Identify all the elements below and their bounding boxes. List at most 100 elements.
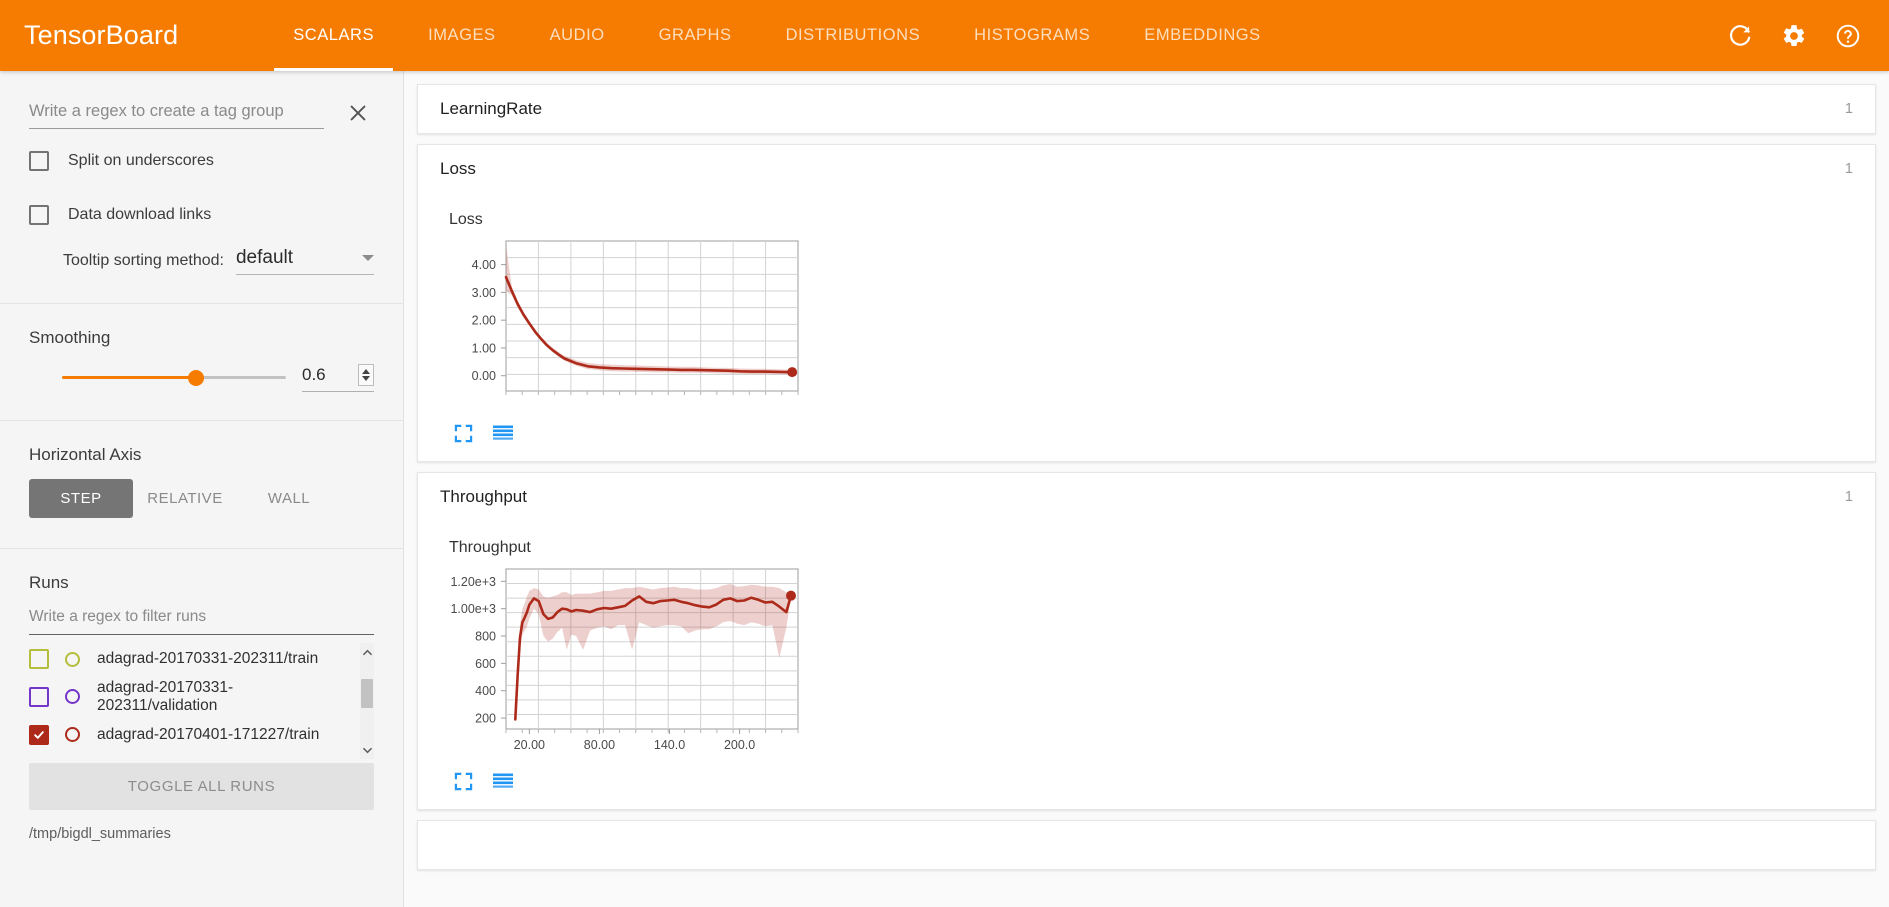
next-tag-group-card-partial (417, 820, 1876, 870)
run-checkbox[interactable] (29, 686, 49, 707)
run-checkbox[interactable] (29, 724, 49, 745)
top-bar-icons (1725, 21, 1889, 51)
horizontal-axis-title: Horizontal Axis (29, 445, 142, 464)
divider (0, 548, 403, 549)
tab-images[interactable]: IMAGES (428, 26, 496, 44)
horizontal-axis-options: STEP RELATIVE WALL (0, 465, 403, 518)
svg-text:1.20e+3: 1.20e+3 (450, 575, 496, 589)
runs-filter-input[interactable] (29, 601, 374, 635)
tooltip-sorting-label: Tooltip sorting method: (63, 252, 224, 269)
line-chart-throughput[interactable]: 1.20e+3 1.00e+3 800 600 400 200 20.00 80.00 140.… (418, 561, 838, 761)
smoothing-value: 0.6 (302, 365, 326, 384)
runs-list-wrap: adagrad-20170331-202311/train adagrad-201… (29, 643, 374, 759)
line-chart-loss[interactable]: 4.00 3.00 2.00 1.00 0.00 (418, 233, 838, 413)
logdir-path: /tmp/bigdl_summaries (29, 826, 171, 842)
app-body: Split on underscores Data download links… (0, 71, 1889, 907)
split-underscores-row[interactable]: Split on underscores (0, 139, 403, 183)
chart-title-throughput: Throughput (449, 539, 531, 556)
tag-group-header-learningrate[interactable]: LearningRate 1 (418, 85, 1875, 133)
run-list-item[interactable]: adagrad-20170331-202311/train (29, 643, 354, 675)
slider-knob[interactable] (188, 370, 205, 386)
stepper-down-icon[interactable] (362, 376, 370, 381)
tab-embeddings[interactable]: EMBEDDINGS (1144, 26, 1261, 44)
divider (0, 303, 403, 304)
run-name-label: adagrad-20170401-171227/train (97, 725, 320, 743)
runs-scrollbar[interactable] (360, 643, 374, 759)
gear-icon[interactable] (1779, 21, 1809, 51)
runs-list: adagrad-20170331-202311/train adagrad-201… (29, 643, 354, 759)
tag-group-body: Throughput 1.20e+3 1.00e+3 800 600 400 200 20.… (418, 521, 1875, 809)
smoothing-stepper[interactable] (358, 364, 374, 386)
data-table-icon[interactable] (493, 425, 513, 442)
app-brand-title: TensorBoard (24, 20, 179, 50)
slider-fill (62, 376, 197, 379)
help-icon[interactable] (1833, 21, 1863, 51)
svg-text:3.00: 3.00 (472, 286, 496, 300)
chart-toolbar-loss (418, 418, 1875, 457)
tag-regex-row (0, 71, 403, 129)
tag-group-title: Throughput (440, 487, 527, 506)
tab-audio[interactable]: AUDIO (549, 26, 605, 44)
refresh-icon[interactable] (1725, 21, 1755, 51)
smoothing-row: 0.6 (0, 348, 403, 392)
split-underscores-checkbox[interactable] (29, 151, 49, 171)
tab-graphs[interactable]: GRAPHS (658, 26, 732, 44)
data-download-links-row[interactable]: Data download links (0, 193, 403, 237)
scrollbar-thumb[interactable] (361, 679, 373, 708)
svg-text:1.00e+3: 1.00e+3 (450, 602, 496, 616)
tag-group-count: 1 (1844, 161, 1853, 177)
scroll-up-icon[interactable] (362, 643, 373, 661)
chart-title-loss: Loss (449, 211, 483, 228)
runs-filter-row (0, 593, 403, 635)
run-color-circle-icon (65, 727, 80, 743)
smoothing-title: Smoothing (29, 328, 111, 347)
tab-scalars[interactable]: SCALARS (266, 0, 401, 71)
run-checkbox[interactable] (29, 649, 49, 669)
svg-text:600: 600 (475, 657, 496, 671)
run-name-label: adagrad-20170331-202311/validation (97, 679, 234, 714)
tag-group-card: LearningRate 1 (417, 84, 1876, 134)
chart-area-throughput: 1.20e+3 1.00e+3 800 600 400 200 20.00 80.00 140.… (418, 557, 1875, 766)
smoothing-value-box[interactable]: 0.6 (302, 364, 374, 392)
tooltip-sorting-select[interactable]: default (235, 247, 374, 275)
chevron-down-icon[interactable] (362, 255, 374, 261)
run-color-circle-icon (65, 689, 80, 705)
divider (0, 420, 403, 421)
tag-group-title: LearningRate (440, 99, 543, 118)
smoothing-slider[interactable] (62, 365, 286, 391)
tag-group-header-throughput[interactable]: Throughput 1 (418, 473, 1875, 521)
svg-text:1.00: 1.00 (472, 341, 496, 355)
tag-regex-input[interactable] (29, 102, 324, 129)
run-list-item[interactable]: adagrad-20170401-171227/train (29, 719, 354, 751)
data-download-links-checkbox[interactable] (29, 205, 49, 225)
expand-chart-icon[interactable] (454, 424, 473, 443)
run-list-item[interactable]: adagrad-20170331-202311/validation (29, 675, 354, 719)
svg-text:20.00: 20.00 (514, 738, 545, 752)
data-download-links-label: Data download links (68, 206, 212, 223)
tooltip-sorting-row: Tooltip sorting method: default (0, 243, 403, 275)
horizontal-axis-option-wall[interactable]: WALL (267, 490, 311, 507)
data-table-icon[interactable] (493, 773, 513, 790)
horizontal-axis-option-step[interactable]: STEP (29, 479, 133, 518)
sidebar: Split on underscores Data download links… (0, 71, 404, 907)
stepper-up-icon[interactable] (362, 369, 370, 374)
scroll-down-icon[interactable] (362, 741, 373, 759)
tab-distributions[interactable]: DISTRIBUTIONS (785, 26, 921, 44)
close-icon[interactable] (342, 97, 374, 129)
run-color-circle-icon (65, 651, 80, 667)
tab-histograms[interactable]: HISTOGRAMS (974, 26, 1091, 44)
svg-text:200.0: 200.0 (724, 738, 755, 752)
svg-text:200: 200 (475, 712, 496, 726)
tag-regex-field (29, 102, 324, 129)
tag-group-title: Loss (440, 159, 476, 178)
horizontal-axis-option-relative[interactable]: RELATIVE (147, 490, 223, 507)
toggle-all-runs-button[interactable]: TOGGLE ALL RUNS (29, 763, 374, 810)
chart-area-loss: 4.00 3.00 2.00 1.00 0.00 (418, 229, 1875, 418)
expand-chart-icon[interactable] (454, 772, 473, 791)
svg-text:2.00: 2.00 (472, 314, 496, 328)
main-tabs: SCALARS IMAGES AUDIO GRAPHS DISTRIBUTIONS HIS… (266, 0, 1288, 71)
svg-text:800: 800 (475, 630, 496, 644)
chart-toolbar-throughput (418, 766, 1875, 805)
tag-group-header-loss[interactable]: Loss 1 (418, 145, 1875, 193)
